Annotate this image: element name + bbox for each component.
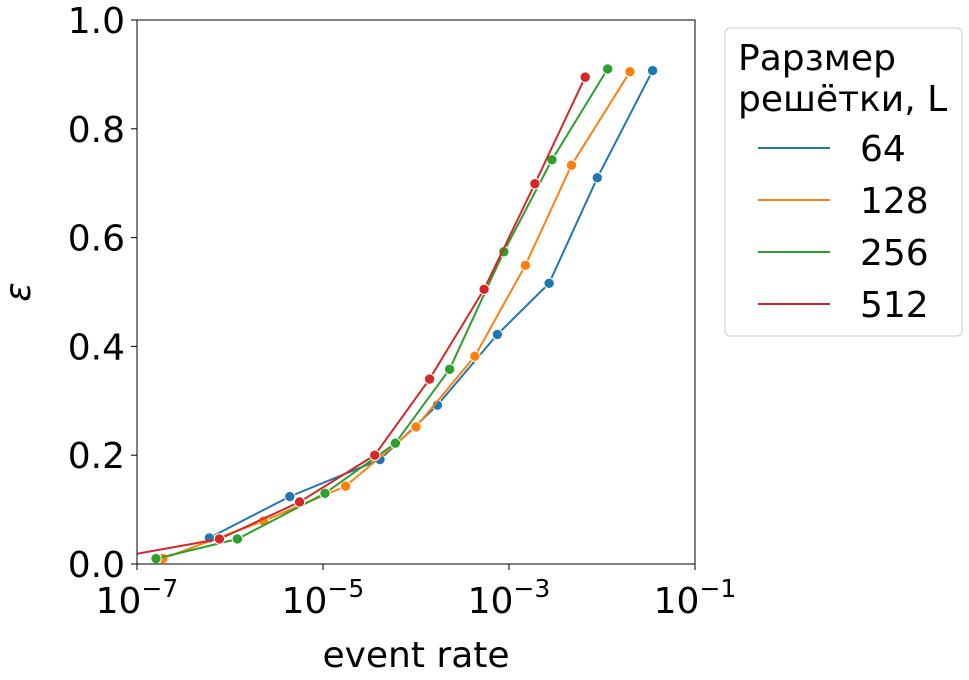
y-tick-label: 0.8 xyxy=(68,110,125,151)
data-point xyxy=(369,449,381,461)
x-axis-ticks: 10−7 10−5 10−3 10−1 xyxy=(96,564,737,622)
data-point xyxy=(389,437,402,449)
y-tick-label: 0.4 xyxy=(68,327,125,368)
data-point xyxy=(213,533,226,545)
x-tick-base: 10 xyxy=(282,581,328,622)
y-tick-label: 0.6 xyxy=(68,219,125,260)
series-line xyxy=(208,70,654,539)
data-point xyxy=(519,259,532,272)
data-point xyxy=(150,552,162,564)
legend-entry: 512 xyxy=(758,285,929,326)
x-tick-label: 10−5 xyxy=(282,574,365,622)
x-tick-label: 10−3 xyxy=(468,574,551,622)
legend-title-line-2: решётки, L xyxy=(738,79,947,120)
x-tick-base: 10 xyxy=(654,581,700,622)
x-tick-base: 10 xyxy=(468,581,514,622)
data-point xyxy=(231,533,244,545)
series-512 xyxy=(137,71,591,555)
legend-entry: 64 xyxy=(758,129,906,170)
x-tick-exponent: −5 xyxy=(327,574,364,603)
data-point xyxy=(293,496,306,508)
data-point xyxy=(543,277,555,289)
y-axis-ticks: 0.0 0.2 0.4 0.6 0.8 1.0 xyxy=(68,1,137,586)
data-point xyxy=(319,487,331,499)
data-point xyxy=(410,421,422,433)
series-line xyxy=(155,68,609,560)
x-tick-exponent: −3 xyxy=(513,574,550,603)
x-axis-label: event rate xyxy=(322,635,509,676)
y-tick-label: 1.0 xyxy=(68,1,125,42)
x-tick-exponent: −7 xyxy=(141,574,178,603)
legend-entry: 256 xyxy=(758,233,929,274)
data-point xyxy=(491,328,504,341)
legend-entry: 128 xyxy=(758,181,929,222)
data-point xyxy=(591,172,603,184)
legend: Рарзмер решётки, L 64 128 256 512 xyxy=(724,27,963,337)
x-tick-label: 10−1 xyxy=(654,574,737,622)
data-point xyxy=(579,71,591,83)
data-point xyxy=(284,490,296,503)
data-point xyxy=(565,159,578,171)
series-line xyxy=(162,71,631,560)
data-point xyxy=(478,283,490,295)
data-point xyxy=(443,363,456,375)
data-point xyxy=(646,64,659,77)
legend-label: 512 xyxy=(860,285,929,326)
data-point xyxy=(601,63,614,75)
plot-area-frame xyxy=(136,19,696,565)
y-axis-label: ε xyxy=(0,282,39,301)
data-point xyxy=(339,480,352,492)
data-point xyxy=(624,65,636,78)
series-256 xyxy=(150,63,614,564)
data-point xyxy=(469,350,481,362)
legend-label: 128 xyxy=(860,181,929,222)
legend-title-line-1: Рарзмер xyxy=(738,38,896,79)
legend-box xyxy=(724,27,963,337)
y-tick-label: 0.2 xyxy=(68,436,125,477)
legend-entries: 64 128 256 512 xyxy=(758,129,929,326)
data-point xyxy=(529,178,541,190)
x-tick-base: 10 xyxy=(96,581,142,622)
series-line xyxy=(137,76,587,555)
legend-label: 256 xyxy=(860,233,929,274)
x-tick-label: 10−7 xyxy=(96,574,179,622)
x-tick-exponent: −1 xyxy=(699,574,736,603)
series-layer xyxy=(137,63,659,564)
y-tick-label: 0.0 xyxy=(68,545,125,586)
legend-label: 64 xyxy=(860,129,906,170)
data-point xyxy=(423,373,436,385)
